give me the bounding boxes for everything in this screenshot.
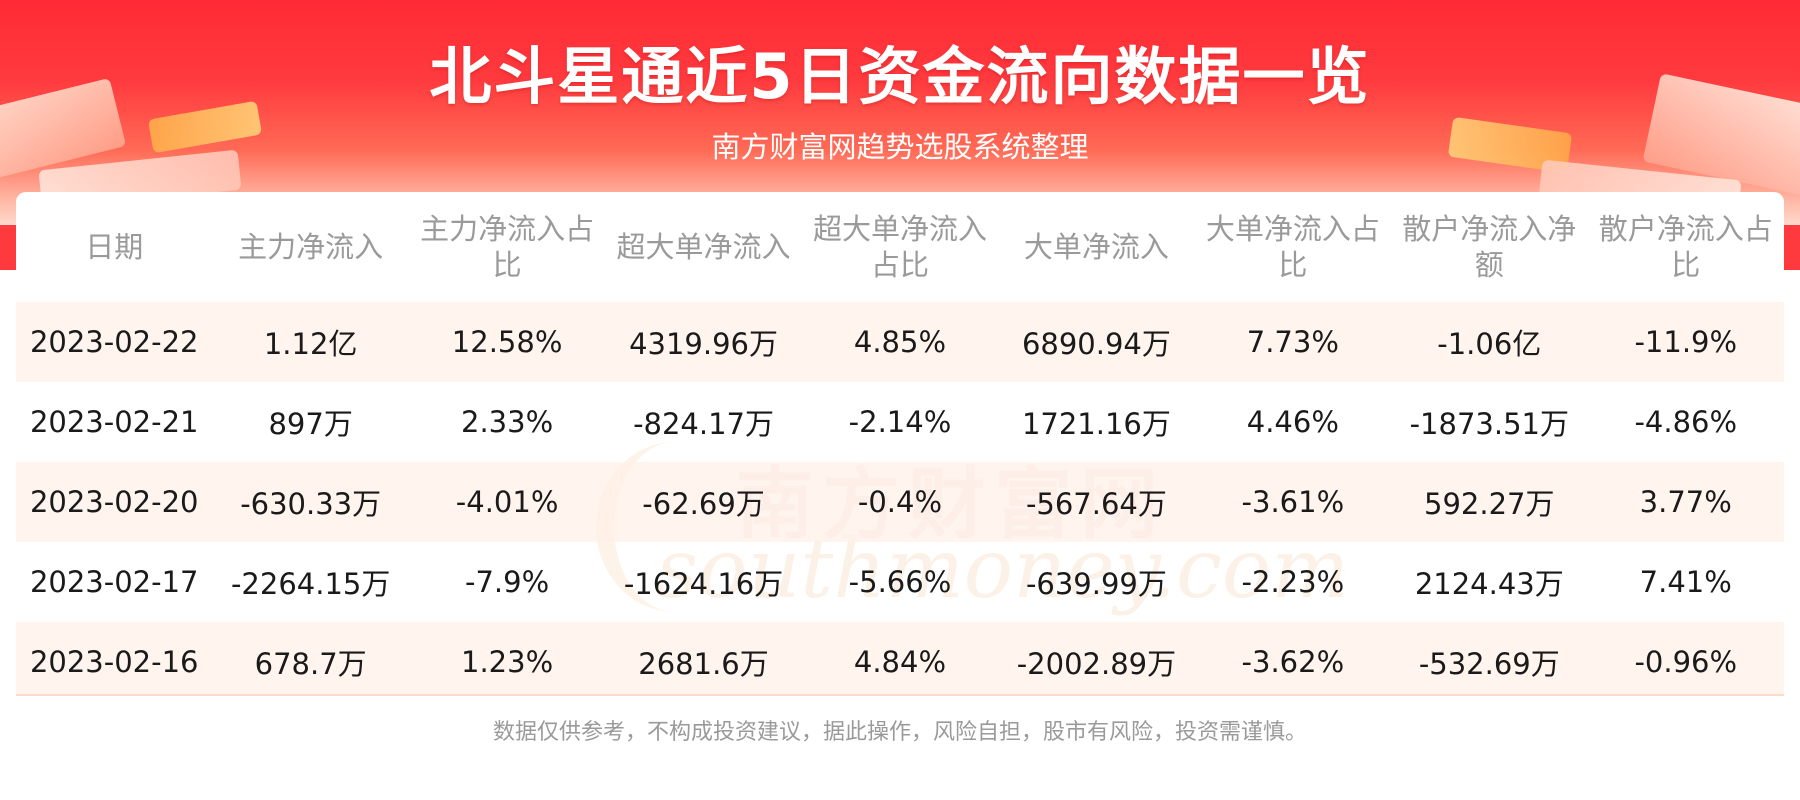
table-cell: -1624.16万 bbox=[623, 567, 784, 601]
column-header: 大单净流入占比 bbox=[1205, 212, 1380, 282]
table-cell: 897万 bbox=[268, 407, 353, 441]
table-cell: 3.77% bbox=[1587, 462, 1784, 542]
decorative-shape bbox=[1782, 225, 1800, 270]
table-header-row: 日期 主力净流入 主力净流入占比 超大单净流入 超大单净流入占比 大单净流入 大… bbox=[16, 192, 1784, 302]
column-header: 超大单净流入 bbox=[616, 230, 791, 264]
table-cell: 2124.43万 bbox=[1414, 567, 1564, 601]
table-row: 2023-02-16 678.7万 1.23% 2681.6万 4.84% -2… bbox=[16, 622, 1784, 694]
table-cell: 4319.96万 bbox=[605, 302, 802, 382]
table-row: 2023-02-17 -2264.15万 -7.9% -1624.16万 -5.… bbox=[16, 542, 1784, 622]
table-cell: -0.4% bbox=[801, 462, 999, 542]
table-cell: -567.64万 bbox=[998, 462, 1195, 542]
table-cell: -4.01% bbox=[408, 462, 606, 542]
table-row: 2023-02-22 1.12亿 12.58% 4319.96万 4.85% 6… bbox=[16, 302, 1784, 382]
column-header: 散户净流入占比 bbox=[1598, 212, 1773, 282]
table-cell: 4.84% bbox=[801, 622, 999, 694]
table-cell: -2.14% bbox=[848, 405, 952, 439]
table-cell: 1.23% bbox=[408, 622, 606, 694]
table-cell: -532.69万 bbox=[1391, 622, 1588, 694]
table-cell: -3.62% bbox=[1194, 622, 1392, 694]
decorative-shape bbox=[0, 225, 18, 270]
table-cell: -4.86% bbox=[1634, 405, 1738, 439]
data-table-card: 南方财富网 southmoney.com 日期 主力净流入 主力净流入占比 超大… bbox=[16, 192, 1784, 694]
column-header: 日期 bbox=[85, 230, 144, 264]
column-header: 散户净流入净额 bbox=[1402, 212, 1577, 282]
table-cell: 4.85% bbox=[801, 302, 999, 382]
table-cell: 7.73% bbox=[1194, 302, 1392, 382]
table-cell: 2023-02-21 bbox=[29, 405, 199, 439]
table-cell: -62.69万 bbox=[605, 462, 802, 542]
table-cell: 2023-02-22 bbox=[16, 302, 213, 382]
table-cell: 12.58% bbox=[408, 302, 606, 382]
table-cell: 2023-02-20 bbox=[16, 462, 213, 542]
table-cell: 1.12亿 bbox=[212, 302, 409, 382]
table-row: 2023-02-20 -630.33万 -4.01% -62.69万 -0.4%… bbox=[16, 462, 1784, 542]
table-cell: 678.7万 bbox=[212, 622, 409, 694]
table-cell: -2.23% bbox=[1241, 565, 1345, 599]
column-header: 大单净流入 bbox=[1023, 230, 1169, 264]
table-cell: -0.96% bbox=[1587, 622, 1784, 694]
table-cell: -2264.15万 bbox=[230, 567, 391, 601]
table-cell: -3.61% bbox=[1194, 462, 1392, 542]
table-cell: -630.33万 bbox=[212, 462, 409, 542]
page-subtitle: 南方财富网趋势选股系统整理 bbox=[711, 130, 1089, 164]
column-header: 超大单净流入占比 bbox=[812, 212, 987, 282]
divider bbox=[16, 694, 1784, 696]
table-cell: -11.9% bbox=[1587, 302, 1784, 382]
table-cell: -1873.51万 bbox=[1409, 407, 1569, 441]
table-cell: 1721.16万 bbox=[1021, 407, 1171, 441]
page-title: 北斗星通近5日资金流向数据一览 bbox=[429, 40, 1371, 113]
table-cell: 4.46% bbox=[1246, 405, 1339, 439]
table-cell: 7.41% bbox=[1639, 565, 1732, 599]
table-cell: 2.33% bbox=[461, 405, 554, 439]
table-row: 2023-02-21 897万 2.33% -824.17万 -2.14% 17… bbox=[16, 382, 1784, 462]
table-cell: -7.9% bbox=[465, 565, 550, 599]
table-cell: -824.17万 bbox=[633, 407, 774, 441]
table-cell: 592.27万 bbox=[1391, 462, 1588, 542]
table-cell: -639.99万 bbox=[1025, 567, 1167, 601]
table-cell: 2023-02-17 bbox=[29, 565, 199, 599]
fund-flow-table: 日期 主力净流入 主力净流入占比 超大单净流入 超大单净流入占比 大单净流入 大… bbox=[16, 192, 1784, 694]
table-cell: -5.66% bbox=[848, 565, 952, 599]
table-cell: 2681.6万 bbox=[605, 622, 802, 694]
column-header: 主力净流入 bbox=[238, 230, 384, 264]
table-cell: -2002.89万 bbox=[998, 622, 1195, 694]
table-cell: 2023-02-16 bbox=[16, 622, 213, 694]
disclaimer: 数据仅供参考，不构成投资建议，据此操作，风险自担，股市有风险，投资需谨慎。 bbox=[492, 720, 1307, 745]
table-cell: -1.06亿 bbox=[1391, 302, 1588, 382]
table-cell: 6890.94万 bbox=[998, 302, 1195, 382]
column-header: 主力净流入占比 bbox=[420, 212, 595, 282]
